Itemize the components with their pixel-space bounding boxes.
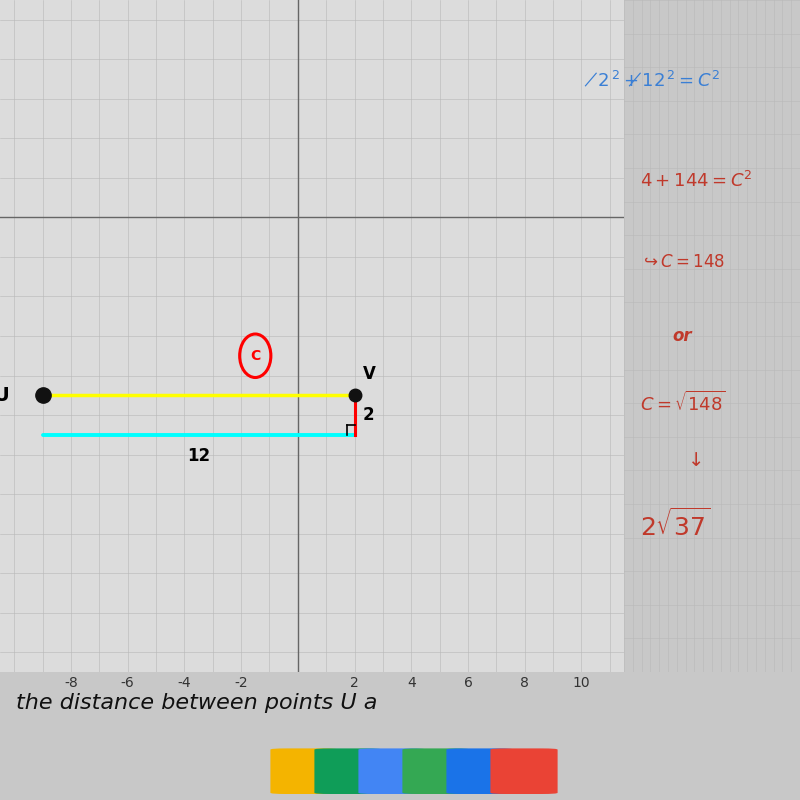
Text: $\hookrightarrow C=148$: $\hookrightarrow C=148$ <box>640 253 725 271</box>
Text: the distance between points U a: the distance between points U a <box>16 693 378 713</box>
FancyBboxPatch shape <box>270 749 338 794</box>
FancyBboxPatch shape <box>358 749 426 794</box>
Text: $C=\sqrt{148}$: $C=\sqrt{148}$ <box>640 391 726 415</box>
Text: 2: 2 <box>363 406 374 424</box>
Text: $2\sqrt{37}$: $2\sqrt{37}$ <box>640 508 710 541</box>
Text: U: U <box>0 386 9 405</box>
Text: V: V <box>363 366 376 383</box>
Text: ↓: ↓ <box>688 451 704 470</box>
Text: or: or <box>672 327 692 345</box>
FancyBboxPatch shape <box>490 749 558 794</box>
FancyBboxPatch shape <box>314 749 382 794</box>
FancyBboxPatch shape <box>402 749 470 794</box>
Text: $\mathit{\not{2}^{\,2}+\not{12}^{\,2}=C^2}$: $\mathit{\not{2}^{\,2}+\not{12}^{\,2}=C^… <box>584 70 720 90</box>
FancyBboxPatch shape <box>446 749 514 794</box>
Text: $4+144=C^2$: $4+144=C^2$ <box>640 171 753 191</box>
Text: 12: 12 <box>187 446 210 465</box>
Text: C: C <box>250 349 260 362</box>
